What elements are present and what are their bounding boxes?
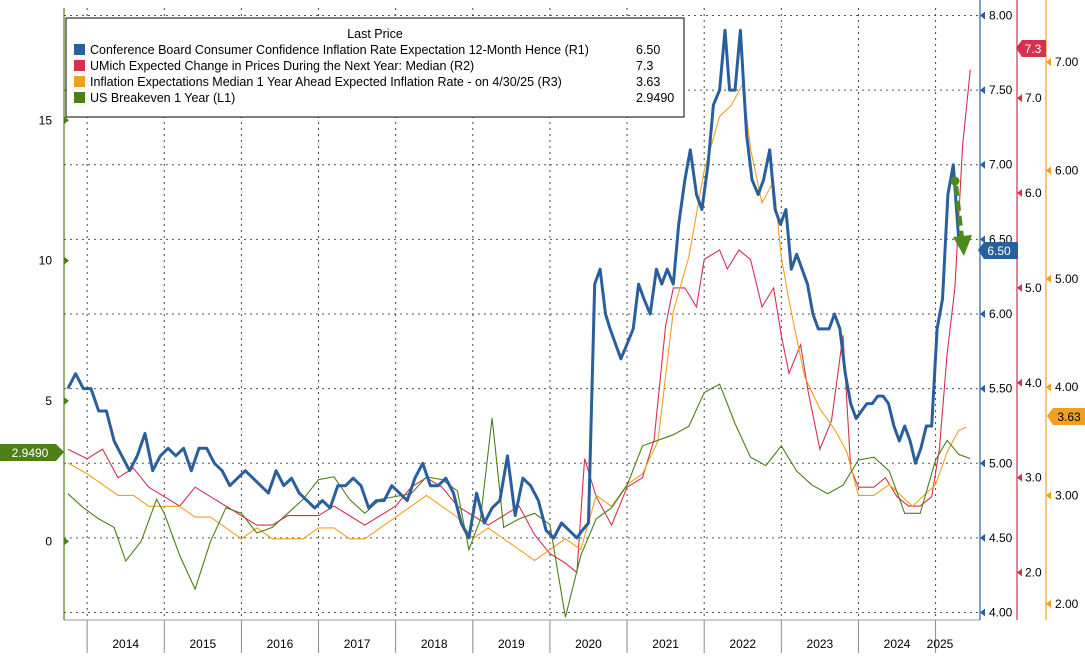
- legend-label-blue: Conference Board Consumer Confidence Inf…: [90, 43, 589, 57]
- value-tags: 6.50 7.3 3.63 2.9490: [0, 40, 1085, 461]
- legend-title: Last Price: [347, 27, 403, 41]
- right-axis-r1-tick: [980, 235, 985, 244]
- right-axis-r1-label: 6.00: [989, 307, 1013, 321]
- legend: Last Price Conference Board Consumer Con…: [65, 17, 685, 118]
- left-axis-label: 5: [45, 394, 52, 408]
- legend-swatch-blue: [74, 44, 85, 55]
- right-axis-r3-tick: [1046, 383, 1051, 392]
- arrow-shaft: [953, 185, 965, 241]
- right-axis-r2-tick: [1017, 378, 1022, 387]
- arrow-start-dot: [950, 176, 960, 186]
- right-axis-r3-tick: [1046, 274, 1051, 283]
- legend-label-orange: Inflation Expectations Median 1 Year Ahe…: [90, 75, 562, 89]
- x-tick-label: 2017: [344, 637, 371, 651]
- right-axis-r1-tick: [980, 384, 985, 393]
- right-axis-r1-label: 5.50: [989, 382, 1013, 396]
- x-tick-label: 2014: [112, 637, 139, 651]
- right-axis-r2-label: 3.0: [1025, 471, 1042, 485]
- right-axis-r2-label: 7.0: [1025, 91, 1042, 105]
- value-tag-red-text: 7.3: [1025, 42, 1042, 56]
- right-axis-r1-label: 7.50: [989, 83, 1013, 97]
- x-tick-label: 2023: [807, 637, 834, 651]
- value-tag-green: 2.9490: [0, 444, 64, 461]
- right-axis-r1-tick: [980, 11, 985, 20]
- right-axis-r2-tick: [1017, 94, 1022, 103]
- right-axis-r1-label: 5.00: [989, 456, 1013, 470]
- legend-label-green: US Breakeven 1 Year (L1): [90, 91, 235, 105]
- x-tick-label: 2019: [498, 637, 525, 651]
- right-axis-r1-tick: [980, 310, 985, 318]
- right-axis-r2-tick: [1017, 189, 1022, 198]
- left-axis-tick: [64, 397, 69, 406]
- value-tag-blue-text: 6.50: [987, 244, 1011, 258]
- value-tag-green-text: 2.9490: [12, 446, 49, 460]
- right-axis-r3-label: 3.00: [1055, 488, 1079, 502]
- value-tag-blue: 6.50: [978, 242, 1018, 259]
- right-axis-r1-tick: [980, 533, 985, 542]
- series-line-conference-board: [66, 28, 961, 540]
- right-axis-r1-label: 4.00: [989, 606, 1013, 620]
- x-tick-label: 2016: [267, 637, 294, 651]
- left-axis-label: 0: [45, 534, 52, 548]
- right-axis-r2-tick: [1017, 473, 1022, 482]
- x-tick-label: 2015: [189, 637, 216, 651]
- x-tick-label: 2020: [575, 637, 602, 651]
- legend-value-red: 7.3: [636, 59, 653, 73]
- legend-label-red: UMich Expected Change in Prices During t…: [90, 59, 474, 73]
- left-axis-tick: [64, 537, 69, 546]
- right-axis-r3-tick: [1046, 491, 1051, 500]
- legend-swatch-green: [74, 92, 85, 103]
- right-axis-r3-label: 2.00: [1055, 597, 1079, 611]
- right-axis-r3-label: 4.00: [1055, 380, 1079, 394]
- arrow-head: [953, 235, 972, 256]
- x-tick-label: 2025: [927, 637, 954, 651]
- right-axis-r2-tick: [1017, 283, 1022, 292]
- value-tag-orange: 3.63: [1047, 408, 1085, 425]
- right-axis-r2-label: 6.0: [1025, 186, 1042, 200]
- legend-value-blue: 6.50: [636, 43, 660, 57]
- right-axis-r2-label: 5.0: [1025, 281, 1042, 295]
- series-line-nyfed: [67, 81, 967, 562]
- series-layer: [66, 28, 971, 618]
- legend-value-green: 2.9490: [636, 91, 674, 105]
- right-axis-r1-tick: [980, 160, 985, 169]
- right-axis-r1-label: 8.00: [989, 8, 1013, 22]
- legend-value-orange: 3.63: [636, 75, 660, 89]
- axes-layer: [63, 0, 1051, 653]
- right-axis-r1-label: 7.00: [989, 158, 1013, 172]
- left-axis-label: 15: [39, 113, 53, 127]
- legend-swatch-orange: [74, 76, 85, 87]
- legend-box: [65, 17, 685, 118]
- legend-swatch-red: [74, 60, 85, 71]
- x-tick-label: 2022: [729, 637, 756, 651]
- right-axis-r1-label: 4.50: [989, 531, 1013, 545]
- right-axis-r1-tick: [980, 86, 985, 95]
- right-axis-r1-tick: [980, 608, 985, 617]
- right-axis-r3-label: 6.00: [1055, 163, 1079, 177]
- right-axis-r3-tick: [1046, 599, 1051, 608]
- right-axis-r2-tick: [1017, 568, 1022, 577]
- value-tag-red: 7.3: [1016, 40, 1046, 57]
- series-line-breakeven: [67, 383, 971, 618]
- right-axis-r1-tick: [980, 459, 985, 468]
- right-axis-r2-label: 4.0: [1025, 376, 1042, 390]
- right-axis-r3-label: 5.00: [1055, 272, 1079, 286]
- right-axis-r3-tick: [1046, 166, 1051, 175]
- left-axis-tick: [64, 116, 69, 125]
- x-tick-label: 2021: [652, 637, 679, 651]
- right-axis-r3-tick: [1046, 58, 1051, 67]
- right-axis-r2-label: 2.0: [1025, 566, 1042, 580]
- x-tick-label: 2018: [421, 637, 448, 651]
- downward-arrow-annotation: [950, 176, 972, 256]
- right-axis-r3-label: 7.00: [1055, 55, 1079, 69]
- x-tick-label: 2024: [884, 637, 911, 651]
- value-tag-orange-text: 3.63: [1057, 410, 1081, 424]
- left-axis-tick: [64, 256, 69, 265]
- left-axis-label: 10: [39, 254, 53, 268]
